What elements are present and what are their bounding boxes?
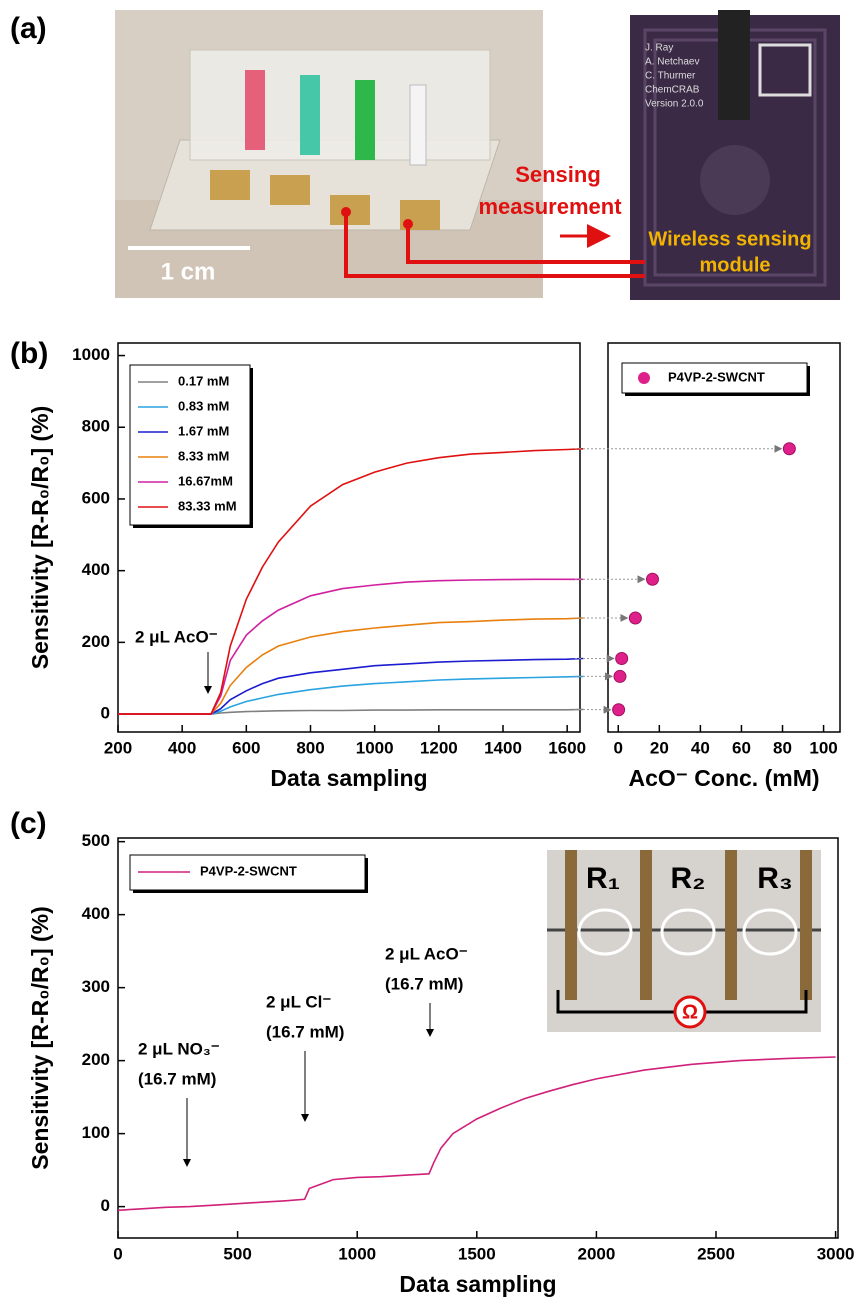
arrow-label: Sensing: [515, 162, 601, 187]
x-tick-label: 600: [232, 738, 260, 757]
y-tick-label: 1000: [72, 345, 110, 364]
data-line: [118, 579, 583, 714]
y-axis-label: Sensitivity [R-R₀/R₀] (%): [27, 406, 53, 670]
data-point: [629, 612, 641, 624]
x-tick-label: 200: [104, 738, 132, 757]
plot-frame: [608, 343, 840, 732]
y-tick-label: 100: [82, 1123, 110, 1142]
data-line: [118, 676, 583, 714]
legend-label: P4VP-2-SWCNT: [200, 863, 297, 878]
x-tick-label: 0: [614, 738, 623, 757]
x-tick-label: 400: [168, 738, 196, 757]
data-line: [118, 1057, 836, 1210]
annotation: 2 μL AcO⁻: [385, 944, 468, 963]
contact-dot: [403, 219, 413, 229]
y-tick-label: 600: [82, 488, 110, 507]
annotation: 2 μL Cl⁻: [266, 992, 331, 1011]
annotation: 2 μL NO₃⁻: [138, 1039, 220, 1058]
data-line: [118, 659, 583, 715]
y-tick-label: 300: [82, 977, 110, 996]
board-text: J. Ray: [645, 43, 673, 54]
x-tick-label: 1200: [420, 738, 458, 757]
legend-label: 0.17 mM: [178, 373, 229, 388]
y-axis-label: Sensitivity [R-R₀/R₀] (%): [27, 906, 53, 1170]
x-tick-label: 2500: [697, 1244, 735, 1263]
x-axis-label: Data sampling: [270, 765, 427, 791]
x-tick-label: 1000: [338, 1244, 376, 1263]
x-tick-label: 1000: [356, 738, 394, 757]
y-tick-label: 400: [82, 904, 110, 923]
legend-label: 83.33 mM: [178, 498, 237, 513]
board-text: ChemCRAB: [645, 85, 700, 96]
legend-label: P4VP-2-SWCNT: [668, 369, 765, 384]
panel-label: (c): [10, 807, 47, 840]
board-text: Version 2.0.0: [645, 99, 704, 110]
inset-photo: Ω R₁ R₂ R₃: [547, 850, 821, 1032]
figure: (a) (b) (c) 1 cm Sensing measurement Wir…: [0, 0, 861, 1302]
y-tick-label: 500: [82, 831, 110, 850]
x-tick-label: 1600: [548, 738, 586, 757]
legend-label: 16.67mM: [178, 473, 233, 488]
annotation: 2 μL AcO⁻: [135, 627, 218, 646]
x-tick-label: 0: [113, 1244, 122, 1263]
y-tick-label: 0: [101, 1196, 110, 1215]
data-point: [783, 443, 795, 455]
x-tick-label: 2000: [577, 1244, 615, 1263]
panel-label: (a): [10, 12, 47, 45]
x-axis-label: AcO⁻ Conc. (mM): [628, 765, 819, 791]
x-tick-label: 1500: [458, 1244, 496, 1263]
y-tick-label: 200: [82, 632, 110, 651]
annotation: (16.7 mM): [266, 1022, 344, 1041]
annotation: (16.7 mM): [138, 1069, 216, 1088]
module-label: module: [699, 254, 770, 276]
data-point: [614, 670, 626, 682]
x-tick-label: 500: [223, 1244, 251, 1263]
x-axis-label: Data sampling: [399, 1271, 556, 1297]
scale-bar-label: 1 cm: [161, 258, 216, 285]
inset-label: R₂: [671, 862, 706, 895]
x-tick-label: 3000: [817, 1244, 855, 1263]
module-label: Wireless sensing: [648, 228, 811, 250]
legend-label: 8.33 mM: [178, 448, 229, 463]
contact-dot: [341, 207, 351, 217]
panel-label: (b): [10, 337, 48, 370]
x-tick-label: 80: [773, 738, 792, 757]
data-point: [646, 573, 658, 585]
x-tick-label: 100: [809, 738, 837, 757]
x-tick-label: 20: [650, 738, 669, 757]
y-tick-label: 0: [101, 704, 110, 723]
arrow-label: measurement: [478, 194, 622, 219]
x-tick-label: 40: [691, 738, 710, 757]
y-tick-label: 800: [82, 417, 110, 436]
inset-electrode: [800, 850, 812, 1000]
x-tick-label: 1400: [484, 738, 522, 757]
y-tick-label: 400: [82, 560, 110, 579]
annotation: (16.7 mM): [385, 974, 463, 993]
inset-electrode: [640, 850, 652, 1000]
inset-symbol: Ω: [682, 1001, 698, 1023]
board-text: C. Thurmer: [645, 71, 696, 82]
legend-label: 1.67 mM: [178, 423, 229, 438]
data-point: [613, 704, 625, 716]
data-point: [616, 653, 628, 665]
board-text: A. Netchaev: [645, 57, 699, 68]
legend-marker: [638, 372, 650, 384]
x-tick-label: 60: [732, 738, 751, 757]
legend-label: 0.83 mM: [178, 398, 229, 413]
x-tick-label: 800: [296, 738, 324, 757]
inset-label: R₁: [586, 862, 620, 895]
photo-device: [115, 10, 543, 298]
y-tick-label: 200: [82, 1050, 110, 1069]
inset-electrode: [725, 850, 737, 1000]
inset-electrode: [565, 850, 577, 1000]
inset-label: R₃: [757, 862, 793, 895]
